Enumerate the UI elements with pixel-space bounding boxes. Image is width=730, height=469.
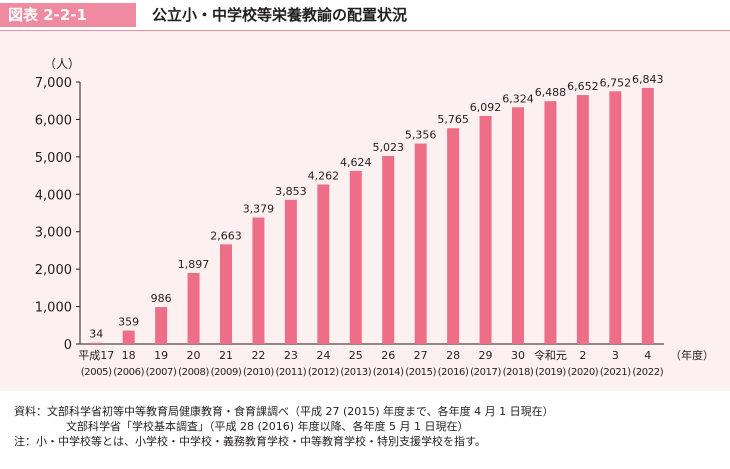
bar-value-label: 34 (89, 328, 103, 341)
bar (414, 143, 427, 344)
bar (609, 91, 622, 344)
x-tick-label-year: (2007) (146, 367, 177, 378)
bar (284, 199, 297, 344)
x-tick-label-year: (2018) (503, 367, 534, 378)
y-tick-label: 2,000 (35, 263, 72, 278)
bar-value-label: 359 (118, 316, 139, 329)
x-tick-label-year: (2016) (438, 367, 469, 378)
x-tick-label-era: 29 (479, 349, 493, 362)
bar-value-label: 4,624 (340, 156, 372, 169)
x-tick-label-era: 平成17 (78, 349, 114, 362)
y-tick-label: 4,000 (35, 188, 72, 203)
x-tick-label-year: (2014) (373, 367, 404, 378)
x-tick-label-era: 27 (414, 349, 428, 362)
bar-value-label: 6,092 (470, 101, 502, 114)
bar-value-label: 986 (151, 292, 172, 305)
bar-chart: （人） 0 1,000 2,000 3,000 4,000 5,000 6,000 7,000 3… (35, 57, 714, 378)
figure-label: 図表 2-2-1 (0, 3, 136, 27)
bar-value-label: 6,324 (502, 92, 534, 105)
bar-value-label: 6,843 (632, 73, 664, 86)
bar (317, 184, 330, 344)
x-tick-label-year: (2009) (211, 367, 242, 378)
x-tick-label-year: (2022) (632, 367, 663, 378)
x-tick-label-year: (2013) (340, 367, 371, 378)
y-tick-label: 0 (64, 338, 72, 353)
x-tick-label-era: 2 (579, 349, 586, 362)
x-tick-label-year: (2019) (535, 367, 566, 378)
x-tick-label-era: 28 (446, 349, 460, 362)
y-tick-label: 7,000 (35, 76, 72, 91)
bar-value-label: 5,023 (372, 141, 404, 154)
source-note-continued: 文部科学省「学校基本調査」（平成 28 (2016) 年度以降、各年度 5 月 … (66, 420, 469, 433)
x-tick-label-year: (2011) (275, 367, 306, 378)
figure-header: 図表 2-2-1 公立小・中学校等栄養教諭の配置状況 (0, 0, 730, 31)
x-tick-label-era: 20 (187, 349, 201, 362)
bar (122, 330, 135, 344)
y-tick-label: 6,000 (35, 113, 72, 128)
bar-value-label: 4,262 (308, 169, 340, 182)
chart-panel: （人） 0 1,000 2,000 3,000 4,000 5,000 6,000 7,000 3… (0, 31, 730, 391)
x-tick-label-era: 23 (284, 349, 298, 362)
bar-value-label: 5,356 (405, 129, 437, 142)
x-tick-label-era: 令和元 (534, 348, 567, 362)
x-tick-label-year: (2008) (178, 367, 209, 378)
x-tick-label-year: (2015) (405, 367, 436, 378)
x-tick-label-year: (2010) (243, 367, 274, 378)
x-tick-label-era: 3 (612, 349, 619, 362)
bar (349, 170, 362, 344)
bar (576, 95, 589, 344)
y-axis-label: （人） (44, 57, 80, 71)
x-axis-label: （年度） (670, 348, 714, 362)
bar (155, 307, 168, 344)
x-tick-label-year: (2017) (470, 367, 501, 378)
bar (220, 244, 232, 344)
y-tick-label: 5,000 (35, 151, 72, 166)
bar-value-label: 6,488 (535, 86, 567, 99)
source-note: 資料：文部科学省初等中等教育局健康教育・食育課調べ（平成 27 (2015) 年… (14, 405, 554, 418)
x-tick-label-era: 21 (219, 349, 233, 362)
bar (479, 115, 492, 345)
bar (512, 107, 524, 344)
bar (447, 128, 460, 344)
y-tick-label: 3,000 (35, 226, 72, 241)
source-notes: 資料：文部科学省初等中等教育局健康教育・食育課調べ（平成 27 (2015) 年… (14, 404, 724, 449)
bar-value-label: 2,663 (210, 229, 242, 242)
x-tick-label-era: 30 (511, 349, 525, 362)
x-tick-label-year: (2005) (81, 367, 112, 378)
x-tick-label-era: 25 (349, 349, 363, 362)
y-tick-label: 1,000 (35, 301, 72, 316)
header-divider (0, 30, 730, 31)
x-tick-label-year: (2012) (308, 367, 339, 378)
bar (187, 272, 200, 344)
bar-value-label: 6,652 (567, 80, 599, 93)
bar-value-label: 6,752 (600, 76, 632, 89)
bar (252, 217, 265, 344)
x-tick-label-year: (2020) (567, 367, 598, 378)
figure-title: 公立小・中学校等栄養教諭の配置状況 (152, 6, 408, 24)
bar (382, 155, 395, 344)
x-tick-label-era: 26 (381, 349, 395, 362)
x-tick-label-era: 22 (251, 349, 265, 362)
footnote: 注：小・中学校等とは、小学校・中学校・義務教育学校・中等教育学校・特別支援学校を… (14, 435, 486, 448)
bar (641, 87, 654, 344)
bar (90, 342, 103, 344)
x-tick-label-era: 18 (122, 349, 136, 362)
x-tick-label-year: (2006) (113, 367, 144, 378)
bar-value-label: 3,853 (275, 185, 307, 198)
x-tick-label-era: 24 (316, 349, 330, 362)
x-tick-label-year: (2021) (600, 367, 631, 378)
bar-value-label: 1,897 (178, 258, 210, 271)
bar (544, 101, 557, 345)
bar-value-label: 5,765 (437, 113, 469, 126)
bar-value-label: 3,379 (243, 203, 275, 216)
x-tick-label-era: 19 (154, 349, 168, 362)
x-tick-label-era: 4 (644, 349, 651, 362)
